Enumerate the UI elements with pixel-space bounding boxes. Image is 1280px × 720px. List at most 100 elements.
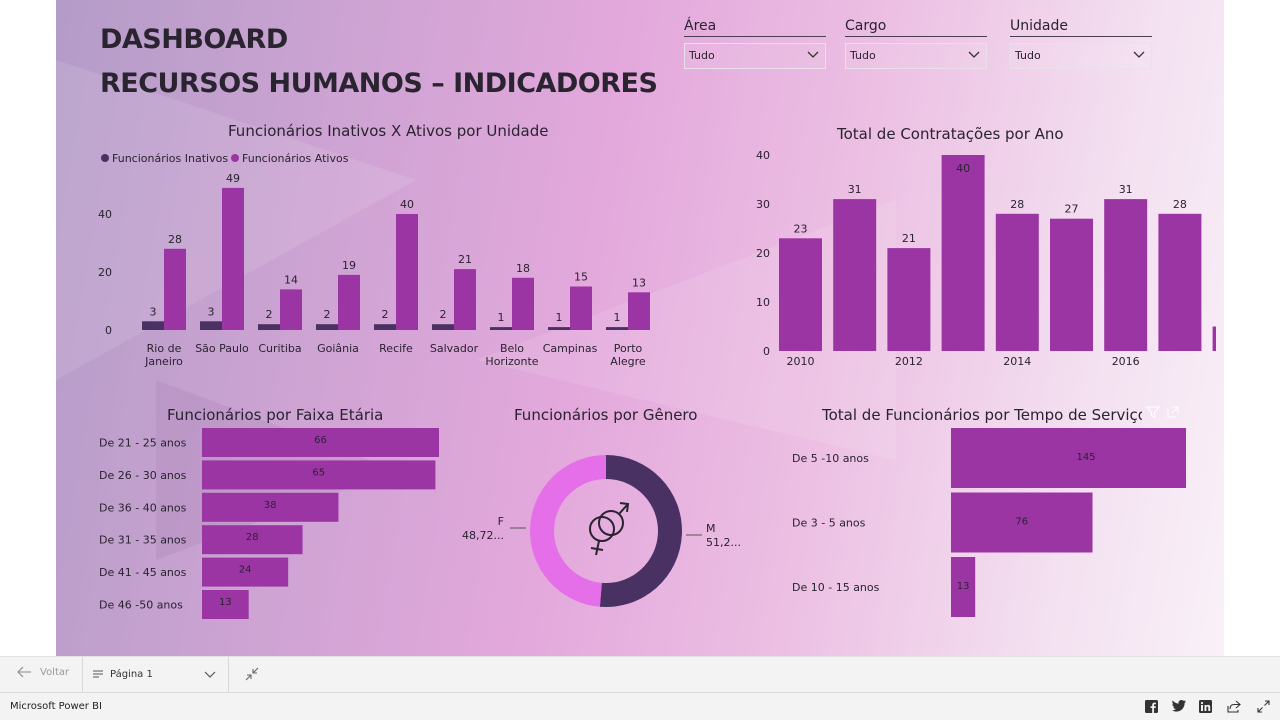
data-label: 19 (342, 259, 356, 272)
data-label: 76 (1015, 517, 1028, 528)
data-label: 28 (168, 233, 182, 246)
data-label: 3 (208, 305, 215, 318)
slicer-area-dropdown[interactable]: Tudo (684, 43, 826, 69)
legend-label: Funcionários Inativos (112, 152, 228, 165)
page-selector[interactable]: Página 1 (92, 665, 218, 683)
data-label: 24 (239, 565, 252, 576)
data-label: 2 (382, 308, 389, 321)
x-tick-label: 2010 (787, 355, 815, 368)
report-canvas: DASHBOARD RECURSOS HUMANOS – INDICADORES… (56, 0, 1224, 656)
filter-icon[interactable] (1146, 405, 1160, 419)
gender-symbol-icon (589, 502, 630, 556)
faixa-bar-chart: De 21 - 25 anos 66 De 26 - 30 anos 65 De 36 … (99, 428, 439, 619)
y-tick-label: De 36 - 40 anos (99, 501, 187, 514)
x-tick-label: Belo (500, 342, 524, 355)
bar (606, 327, 628, 330)
chevron-down-icon (807, 51, 819, 58)
back-arrow-icon (17, 666, 31, 678)
bar (280, 289, 302, 330)
contratacoes-chart-title: Total de Contratações por Ano (837, 125, 1064, 143)
bar (432, 324, 454, 330)
fullscreen-icon[interactable] (1257, 700, 1270, 713)
page-label: Página 1 (110, 668, 153, 680)
twitter-icon[interactable] (1172, 700, 1186, 712)
data-label: 38 (264, 500, 277, 511)
y-tick-label: 20 (98, 266, 112, 279)
genero-donut-chart: M51,2... F48,72... (462, 455, 741, 607)
data-label: 1 (556, 311, 563, 324)
linkedin-icon[interactable] (1199, 700, 1212, 713)
data-label: 21 (458, 253, 472, 266)
data-label: 40 (400, 198, 414, 211)
x-tick-label: Recife (379, 342, 413, 355)
bar (1212, 326, 1216, 351)
facebook-icon[interactable] (1145, 700, 1158, 713)
data-label: 49 (226, 172, 240, 185)
tempo-chart-title: Total de Funcionários por Tempo de Servi… (822, 406, 1142, 424)
powerbi-brand-link[interactable]: Microsoft Power BI (10, 701, 102, 712)
chevron-down-icon (968, 51, 980, 58)
y-tick-label: 0 (105, 324, 112, 337)
faixa-chart-title: Funcionários por Faixa Etária (167, 406, 384, 424)
bar (1158, 213, 1202, 351)
slicer-unidade-label: Unidade (1010, 18, 1152, 37)
data-label: 2 (440, 308, 447, 321)
back-button[interactable]: Voltar (16, 665, 69, 679)
slicer-unidade: Unidade Tudo (1010, 18, 1152, 69)
bar (202, 525, 303, 555)
bar (490, 327, 512, 330)
bar (202, 428, 439, 457)
slicer-cargo-dropdown[interactable]: Tudo (845, 43, 987, 69)
y-tick-label: De 3 - 5 anos (792, 517, 866, 530)
data-label: 65 (312, 467, 325, 478)
x-tick-label: 2016 (1112, 355, 1140, 368)
slicer-cargo: Cargo Tudo (845, 18, 987, 69)
data-label: 28 (246, 532, 259, 543)
y-tick-label: 30 (756, 198, 770, 211)
data-label: 28 (1173, 198, 1187, 211)
bar (995, 213, 1039, 351)
bar (164, 248, 186, 330)
page-navigation-bar: Voltar Página 1 (0, 656, 1280, 692)
slicer-area: Área Tudo (684, 18, 826, 69)
data-label: 13 (957, 581, 970, 592)
donut-slice (599, 455, 682, 607)
data-label: 21 (902, 232, 916, 245)
contratacoes-bar-chart: 0 10 20 30 40 23 2010 31 21 2012 40 28 2014 27 31 2016 2… (756, 149, 1216, 368)
focus-mode-icon[interactable] (1166, 405, 1180, 419)
collapse-icon[interactable] (245, 667, 259, 681)
slice-category-label: M (706, 522, 716, 535)
chevron-down-icon (204, 671, 216, 678)
divider (228, 657, 229, 692)
data-label: 66 (314, 435, 327, 446)
slice-category-label: F (498, 515, 504, 528)
slicer-cargo-value: Tudo (850, 49, 876, 62)
y-tick-label: 20 (756, 247, 770, 260)
bar (951, 557, 976, 617)
bar (202, 492, 339, 522)
bar (374, 324, 396, 330)
data-label: 28 (1010, 198, 1024, 211)
slice-value-label: 51,2... (706, 536, 741, 549)
powerbi-footer: Microsoft Power BI (0, 692, 1280, 720)
bar (941, 155, 985, 351)
slicer-unidade-dropdown[interactable]: Tudo (1010, 43, 1152, 69)
x-tick-label: Goiânia (317, 342, 359, 355)
y-tick-label: De 26 - 30 anos (99, 469, 187, 482)
data-label: 18 (516, 262, 530, 275)
bar (258, 324, 280, 330)
share-icon[interactable] (1227, 700, 1241, 713)
back-label: Voltar (40, 666, 70, 678)
y-tick-label: 40 (98, 208, 112, 221)
bar (570, 286, 592, 330)
slicer-cargo-label: Cargo (845, 18, 987, 37)
slicer-unidade-value: Tudo (1015, 49, 1041, 62)
data-label: 40 (956, 162, 970, 175)
bar (202, 557, 289, 587)
x-tick-label: Campinas (543, 342, 598, 355)
tempo-bar-chart: De 5 -10 anos 145 De 3 - 5 anos 76 De 10 - 1… (792, 428, 1186, 617)
y-tick-label: De 41 - 45 anos (99, 566, 187, 579)
unidade-bar-chart: Funcionários Inativos Funcionários Ativos… (98, 152, 650, 368)
data-label: 1 (614, 311, 621, 324)
unidade-chart-title: Funcionários Inativos X Ativos por Unida… (228, 122, 549, 140)
